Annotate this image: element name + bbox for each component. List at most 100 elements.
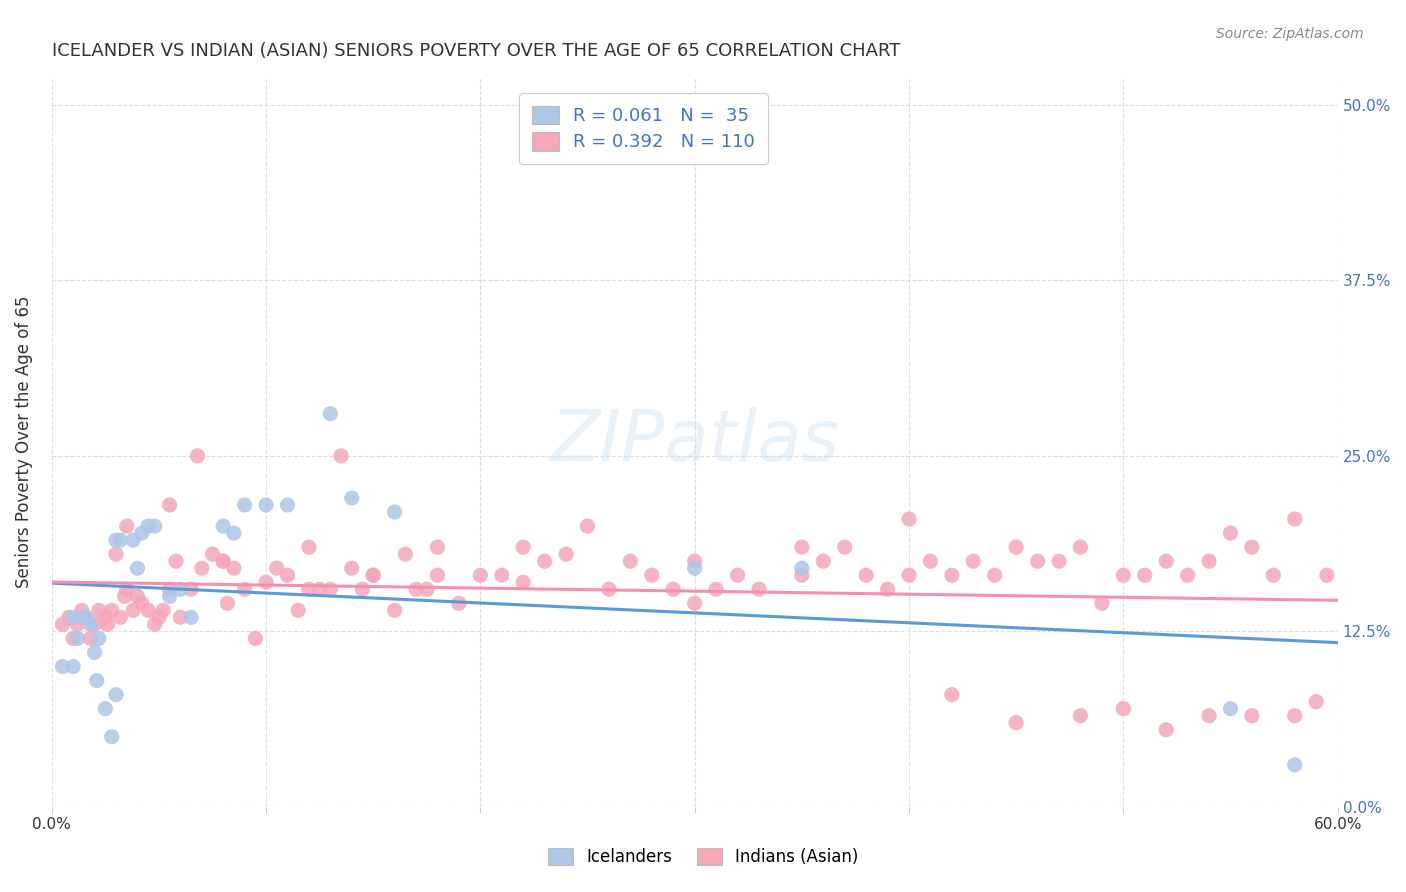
Point: [152, 603, 174, 617]
Point: [512, 540, 534, 554]
Point: [276, 498, 298, 512]
Point: [159, 582, 181, 597]
Point: [169, 610, 191, 624]
Point: [384, 603, 406, 617]
Point: [136, 519, 159, 533]
Point: [447, 596, 470, 610]
Point: [1198, 708, 1220, 723]
Point: [148, 610, 170, 624]
Point: [87, 632, 110, 646]
Point: [491, 568, 513, 582]
Point: [62, 659, 84, 673]
Point: [1219, 701, 1241, 715]
Point: [962, 554, 984, 568]
Point: [186, 449, 208, 463]
Point: [352, 582, 374, 597]
Point: [62, 610, 84, 624]
Point: [51, 617, 73, 632]
Point: [70, 603, 93, 617]
Point: [1154, 723, 1177, 737]
Point: [83, 645, 105, 659]
Point: [110, 533, 132, 548]
Point: [1219, 526, 1241, 541]
Point: [898, 512, 921, 526]
Point: [159, 498, 181, 512]
Point: [1284, 708, 1306, 723]
Point: [470, 568, 492, 582]
Point: [87, 603, 110, 617]
Point: [384, 505, 406, 519]
Point: [405, 582, 427, 597]
Point: [1240, 540, 1263, 554]
Point: [58, 610, 80, 624]
Point: [876, 582, 898, 597]
Point: [1177, 568, 1199, 582]
Point: [813, 554, 835, 568]
Legend: R = 0.061   N =  35, R = 0.392   N = 110: R = 0.061 N = 35, R = 0.392 N = 110: [519, 93, 768, 164]
Point: [1069, 708, 1091, 723]
Point: [416, 582, 439, 597]
Point: [426, 568, 449, 582]
Point: [983, 568, 1005, 582]
Point: [855, 568, 877, 582]
Point: [1133, 568, 1156, 582]
Point: [114, 589, 136, 603]
Point: [254, 575, 277, 590]
Point: [512, 575, 534, 590]
Point: [1263, 568, 1285, 582]
Point: [169, 582, 191, 597]
Point: [105, 533, 128, 548]
Point: [683, 554, 706, 568]
Point: [748, 582, 770, 597]
Point: [727, 568, 749, 582]
Point: [1112, 568, 1135, 582]
Point: [127, 561, 149, 575]
Point: [1240, 708, 1263, 723]
Point: [1047, 554, 1070, 568]
Point: [361, 568, 384, 582]
Point: [96, 617, 118, 632]
Point: [66, 632, 89, 646]
Point: [180, 610, 202, 624]
Point: [201, 547, 224, 561]
Point: [576, 519, 599, 533]
Point: [898, 568, 921, 582]
Point: [1154, 554, 1177, 568]
Point: [1069, 540, 1091, 554]
Point: [136, 603, 159, 617]
Point: [683, 596, 706, 610]
Point: [1005, 540, 1028, 554]
Legend: Icelanders, Indians (Asian): Icelanders, Indians (Asian): [540, 840, 866, 875]
Point: [73, 610, 96, 624]
Point: [533, 554, 555, 568]
Point: [212, 554, 235, 568]
Point: [233, 582, 256, 597]
Point: [1198, 554, 1220, 568]
Point: [790, 561, 813, 575]
Point: [662, 582, 685, 597]
Point: [233, 498, 256, 512]
Point: [122, 603, 145, 617]
Point: [94, 610, 117, 624]
Point: [555, 547, 578, 561]
Point: [598, 582, 620, 597]
Text: ZIPatlas: ZIPatlas: [550, 408, 839, 476]
Point: [641, 568, 664, 582]
Point: [308, 582, 330, 597]
Point: [62, 632, 84, 646]
Point: [394, 547, 416, 561]
Point: [1316, 568, 1339, 582]
Point: [122, 533, 145, 548]
Point: [426, 540, 449, 554]
Point: [51, 659, 73, 673]
Point: [86, 673, 108, 688]
Point: [222, 526, 245, 541]
Point: [254, 498, 277, 512]
Point: [222, 561, 245, 575]
Point: [340, 561, 363, 575]
Point: [790, 540, 813, 554]
Point: [1305, 695, 1327, 709]
Point: [266, 561, 288, 575]
Point: [115, 519, 138, 533]
Point: [75, 610, 97, 624]
